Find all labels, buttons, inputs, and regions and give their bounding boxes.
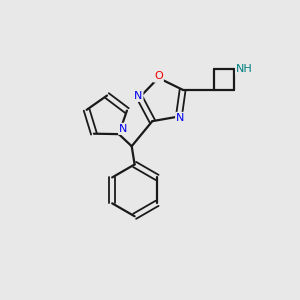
Text: N: N [134,91,142,101]
Text: N: N [119,124,128,134]
Text: NH: NH [236,64,253,74]
Text: O: O [154,71,163,81]
Text: N: N [176,113,184,123]
